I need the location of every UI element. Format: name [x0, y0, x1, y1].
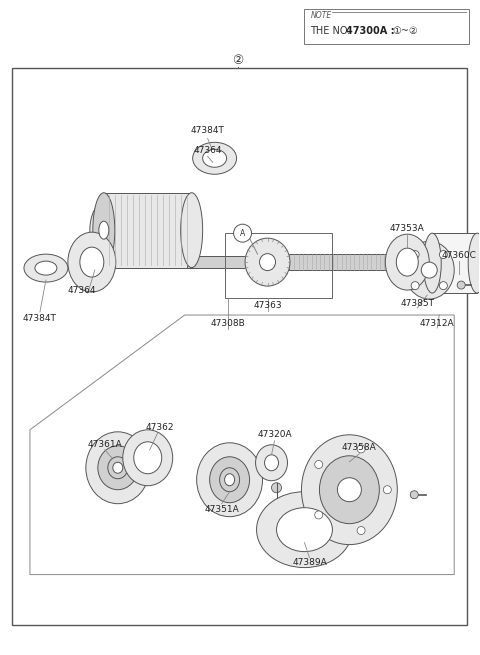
Circle shape — [439, 251, 447, 259]
Text: 47362: 47362 — [145, 423, 174, 432]
Text: ①~②: ①~② — [392, 26, 418, 35]
Text: A: A — [240, 229, 245, 238]
Bar — [104, 193, 192, 268]
Ellipse shape — [468, 233, 480, 293]
Ellipse shape — [385, 234, 429, 290]
Ellipse shape — [35, 261, 57, 275]
Circle shape — [421, 262, 437, 278]
Text: 47300A :: 47300A : — [347, 26, 395, 35]
Circle shape — [315, 460, 323, 468]
Text: 47360C: 47360C — [442, 251, 477, 259]
Ellipse shape — [134, 442, 162, 474]
Ellipse shape — [80, 247, 104, 277]
Text: 47389A: 47389A — [292, 558, 327, 567]
Circle shape — [315, 511, 323, 519]
Ellipse shape — [90, 202, 118, 257]
Ellipse shape — [404, 241, 454, 299]
Text: 47312A: 47312A — [420, 318, 455, 328]
Text: 47361A: 47361A — [87, 440, 122, 449]
Ellipse shape — [97, 216, 111, 244]
Ellipse shape — [86, 432, 150, 504]
Circle shape — [337, 477, 361, 502]
Text: ②: ② — [232, 54, 243, 67]
Ellipse shape — [93, 193, 115, 268]
Ellipse shape — [68, 232, 116, 292]
Ellipse shape — [260, 253, 276, 271]
Text: NOTE: NOTE — [311, 10, 332, 20]
Ellipse shape — [197, 443, 263, 517]
Ellipse shape — [396, 248, 418, 276]
Ellipse shape — [203, 149, 227, 167]
Circle shape — [411, 251, 419, 259]
Ellipse shape — [220, 468, 240, 492]
Text: 47353A: 47353A — [390, 223, 425, 233]
Text: THE NO.: THE NO. — [311, 26, 354, 35]
Ellipse shape — [255, 445, 288, 481]
Text: 47364: 47364 — [68, 286, 96, 295]
Circle shape — [234, 224, 252, 242]
Circle shape — [272, 483, 281, 493]
Text: 47358A: 47358A — [342, 443, 377, 453]
Bar — [187, 256, 267, 268]
Ellipse shape — [98, 446, 138, 490]
Ellipse shape — [301, 435, 397, 544]
Bar — [225, 233, 333, 298]
Ellipse shape — [99, 221, 109, 239]
Circle shape — [457, 281, 465, 289]
Ellipse shape — [180, 193, 203, 268]
Circle shape — [439, 282, 447, 290]
Ellipse shape — [245, 238, 290, 286]
Polygon shape — [389, 254, 408, 270]
Ellipse shape — [320, 456, 379, 523]
Bar — [304, 9, 469, 45]
Text: 47364: 47364 — [193, 146, 222, 155]
Ellipse shape — [256, 492, 352, 568]
Ellipse shape — [276, 508, 333, 552]
Bar — [432, 233, 477, 293]
Ellipse shape — [192, 142, 237, 174]
Ellipse shape — [225, 474, 235, 486]
Ellipse shape — [108, 457, 128, 479]
Ellipse shape — [423, 233, 441, 293]
Circle shape — [357, 527, 365, 534]
Text: 47384T: 47384T — [191, 126, 225, 135]
Circle shape — [384, 486, 391, 494]
Text: 47351A: 47351A — [204, 505, 239, 514]
Circle shape — [411, 282, 419, 290]
Bar — [12, 69, 467, 626]
Text: 47308B: 47308B — [210, 318, 245, 328]
Text: 47384T: 47384T — [23, 314, 57, 322]
Ellipse shape — [123, 430, 173, 486]
Ellipse shape — [210, 457, 250, 502]
Text: 47320A: 47320A — [257, 430, 292, 440]
Bar — [289, 254, 389, 270]
Ellipse shape — [264, 455, 278, 471]
Ellipse shape — [24, 254, 68, 282]
Text: 47385T: 47385T — [400, 299, 434, 308]
Circle shape — [410, 491, 418, 498]
Text: 47363: 47363 — [253, 301, 282, 310]
Ellipse shape — [113, 462, 123, 474]
Circle shape — [357, 445, 365, 453]
